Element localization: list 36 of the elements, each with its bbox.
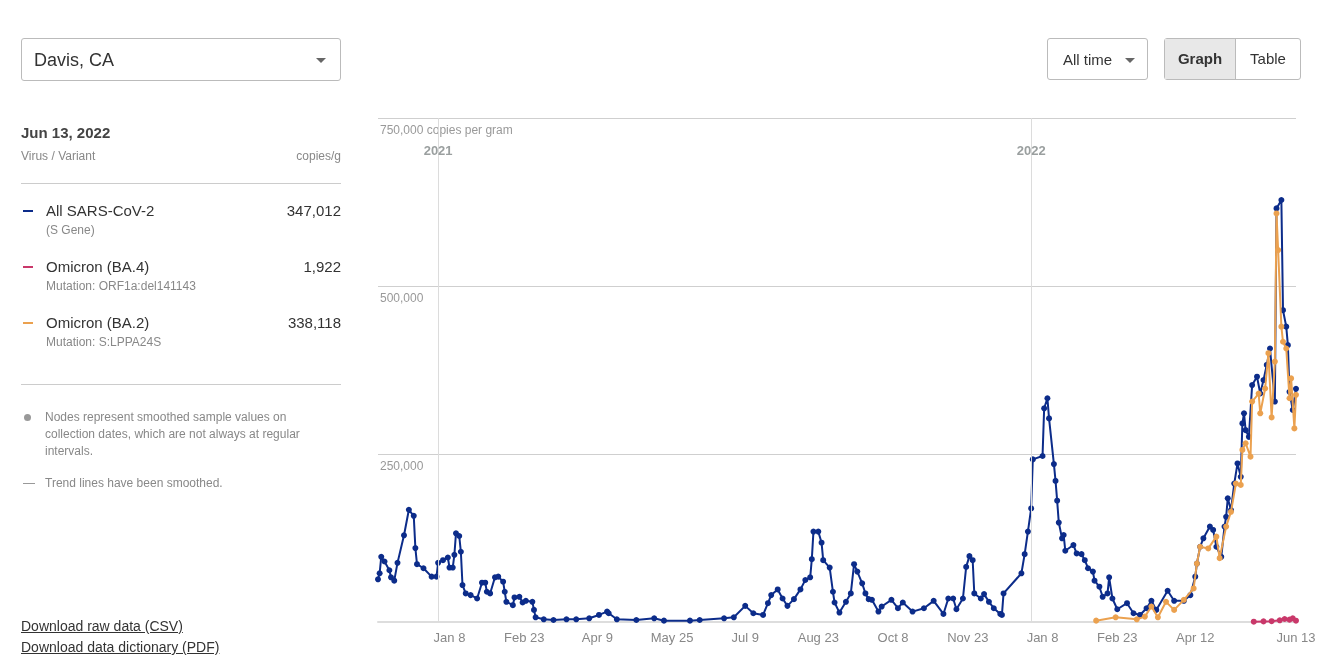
text: Table [1249, 49, 1287, 69]
x-tick-label: May 25 [650, 630, 694, 645]
x-tick-label: Apr 9 [581, 630, 613, 645]
text: Nodes represent smoothed sample values on collection dates, which are not always at regular intervals. [44, 409, 301, 460]
text: Trend lines have been smoothed. [44, 476, 224, 490]
text: Graph [1165, 39, 1236, 79]
x-tick-label: Jan 8 [433, 630, 466, 645]
x-tick-label: Aug 23 [797, 630, 839, 645]
x-tick-label: Feb 23 [503, 630, 545, 645]
text: All time [1063, 51, 1113, 68]
text: Download raw data (CSV) [21, 618, 183, 634]
x-tick-label: Feb 23 [1097, 630, 1138, 645]
text: 338,118 [287, 314, 341, 331]
x-tick-label: Nov 23 [947, 630, 989, 645]
ref-line-label: 2021 [423, 143, 453, 158]
y-tick-label: 250,000 [380, 459, 424, 473]
y-tick-label: 500,000 [380, 291, 424, 305]
text: Download data dictionary (PDF) [21, 639, 220, 655]
text: 1,922 [303, 258, 341, 275]
legend-label: Omicron (BA.4) [46, 258, 150, 275]
legend-label: Omicron (BA.2) [46, 314, 150, 331]
x-tick-label: Jan 8 [1026, 630, 1059, 645]
text: Mutation: ORF1a:del141143 [46, 279, 196, 293]
text: Jun 13, 2022 [21, 124, 112, 141]
text: copies/g [296, 149, 341, 163]
text: (S Gene) [46, 223, 95, 237]
legend-title: Virus / Variant [21, 149, 96, 163]
legend-label: All SARS-CoV-2 [46, 202, 155, 219]
x-tick-label: Apr 12 [1176, 630, 1215, 645]
text: 347,012 [286, 202, 341, 219]
text: Mutation: S:LPPA24S [46, 335, 162, 349]
text: Davis, CA [34, 50, 115, 71]
x-tick-label: Oct 8 [877, 630, 909, 645]
x-tick-label: Jun 13 [1276, 630, 1316, 645]
x-tick-label: Jul 9 [731, 630, 759, 645]
ref-line-label: 2022 [1016, 143, 1046, 158]
